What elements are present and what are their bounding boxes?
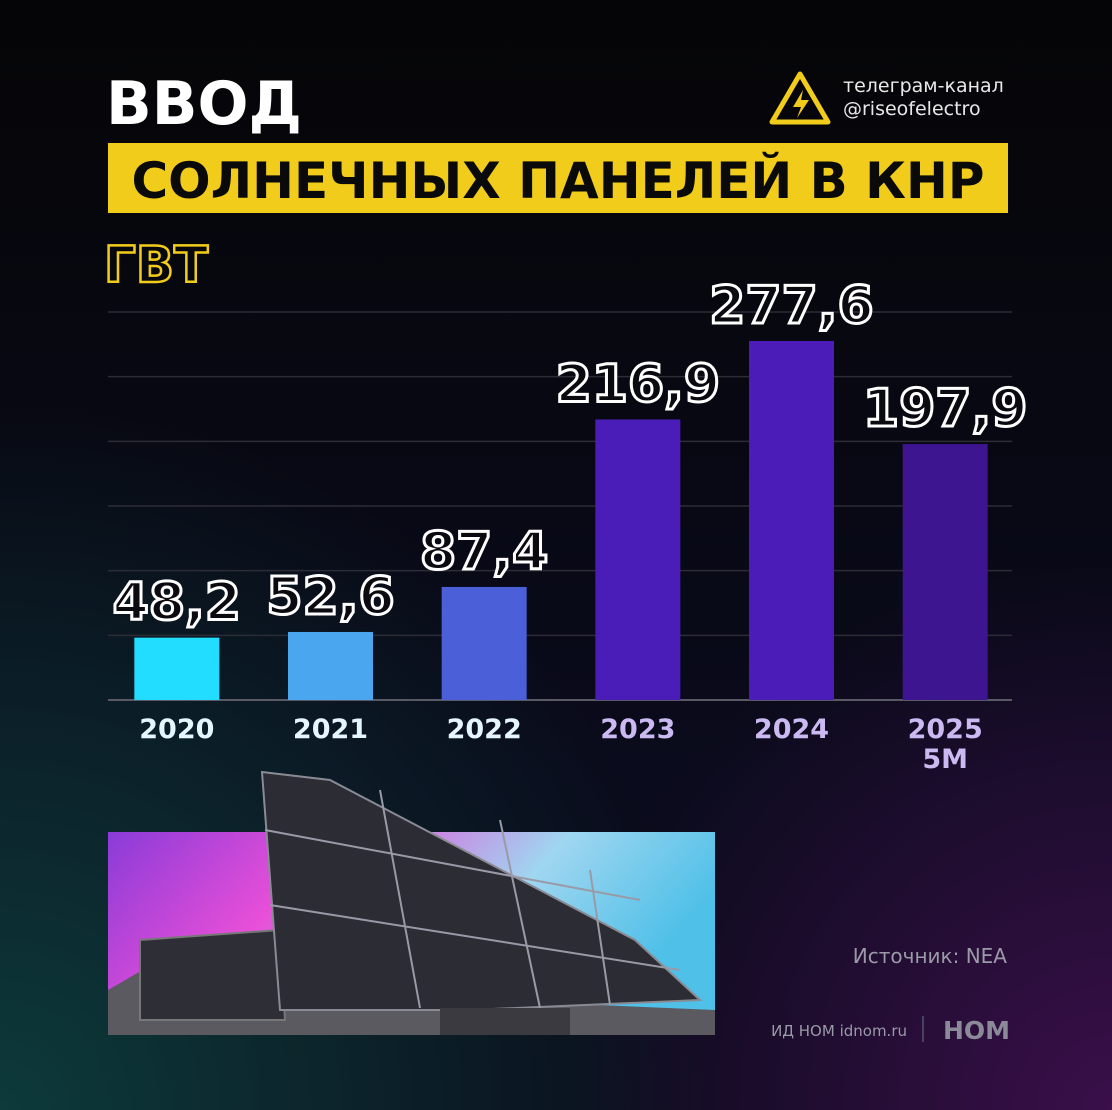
source: Источник: NEA <box>853 944 1008 968</box>
value-label: 197,9 <box>863 379 1027 439</box>
x-tick-label: 2020 <box>139 714 215 745</box>
x-tick-label: 2024 <box>753 714 830 745</box>
bar <box>288 631 373 700</box>
solar-photo <box>108 770 715 1035</box>
value-label: 48,2 <box>113 573 241 633</box>
logo: НОМ <box>943 1016 1010 1045</box>
title: ВВОД <box>106 69 302 139</box>
bar <box>441 586 527 700</box>
bar <box>749 340 834 700</box>
bar <box>134 637 220 700</box>
subtitle: СОЛНЕЧНЫХ ПАНЕЛЕЙ В КНР <box>131 151 984 210</box>
x-tick-label: 2022 <box>446 714 522 745</box>
value-label: 216,9 <box>556 354 720 414</box>
x-tick-label: 2021 <box>292 714 369 745</box>
bar <box>595 419 681 700</box>
x-tick-label: 2023 <box>600 714 676 745</box>
channel-handle: @riseofelectro <box>843 98 981 120</box>
subtitle-band <box>108 143 1008 213</box>
value-label: 277,6 <box>709 276 873 336</box>
warning-icon <box>769 71 831 125</box>
value-label: 87,4 <box>420 522 548 582</box>
channel-label: телеграм-канал <box>843 75 1004 97</box>
value-label: 52,6 <box>266 567 394 627</box>
unit-label: ГВТ <box>104 236 208 294</box>
x-tick-label: 2025 5M <box>907 714 983 775</box>
bar <box>902 444 988 700</box>
publisher: ИД НОМ idnom.ru <box>771 1022 907 1040</box>
